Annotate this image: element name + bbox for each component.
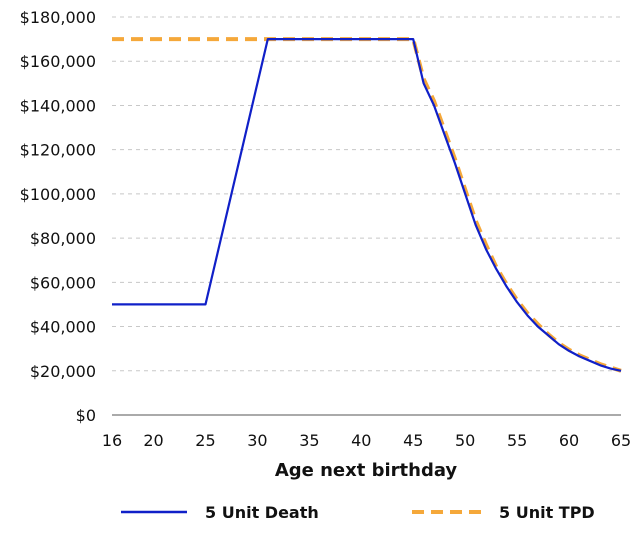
y-tick-label: $0 — [76, 406, 96, 425]
legend-label: 5 Unit Death — [205, 503, 319, 522]
x-tick-label: 55 — [507, 431, 527, 450]
legend: 5 Unit Death 5 Unit TPD — [121, 503, 595, 522]
y-tick-label: $160,000 — [20, 52, 96, 71]
x-tick-label: 20 — [143, 431, 163, 450]
y-tick-label: $60,000 — [30, 273, 96, 292]
x-tick-label: 45 — [403, 431, 423, 450]
series-line-5-unit-death — [112, 37, 622, 372]
x-tick-label: 30 — [247, 431, 267, 450]
x-tick-label: 16 — [102, 431, 122, 450]
tick-labels: $0 $20,000 $40,000 $60,000 $80,000 $100,000 $1… — [20, 8, 632, 450]
series-line-5-unit-tpd — [112, 37, 622, 373]
x-tick-label: 40 — [351, 431, 371, 450]
y-tick-label: $120,000 — [20, 141, 96, 160]
y-tick-label: $140,000 — [20, 96, 96, 115]
x-tick-label: 50 — [455, 431, 475, 450]
x-tick-label: 60 — [559, 431, 579, 450]
x-tick-label: 25 — [195, 431, 215, 450]
gridlines — [112, 16, 621, 372]
y-tick-label: $20,000 — [30, 362, 96, 381]
legend-item-5-unit-death: 5 Unit Death — [121, 503, 319, 522]
x-tick-label: 35 — [299, 431, 319, 450]
x-axis-title: Age next birthday — [275, 460, 458, 481]
y-tick-label: $180,000 — [20, 8, 96, 27]
legend-label: 5 Unit TPD — [499, 503, 595, 522]
y-tick-label: $40,000 — [30, 318, 96, 337]
y-tick-label: $80,000 — [30, 229, 96, 248]
y-tick-label: $100,000 — [20, 185, 96, 204]
legend-item-5-unit-tpd: 5 Unit TPD — [412, 503, 595, 522]
series-lines — [112, 37, 622, 373]
x-tick-label: 65 — [611, 431, 631, 450]
